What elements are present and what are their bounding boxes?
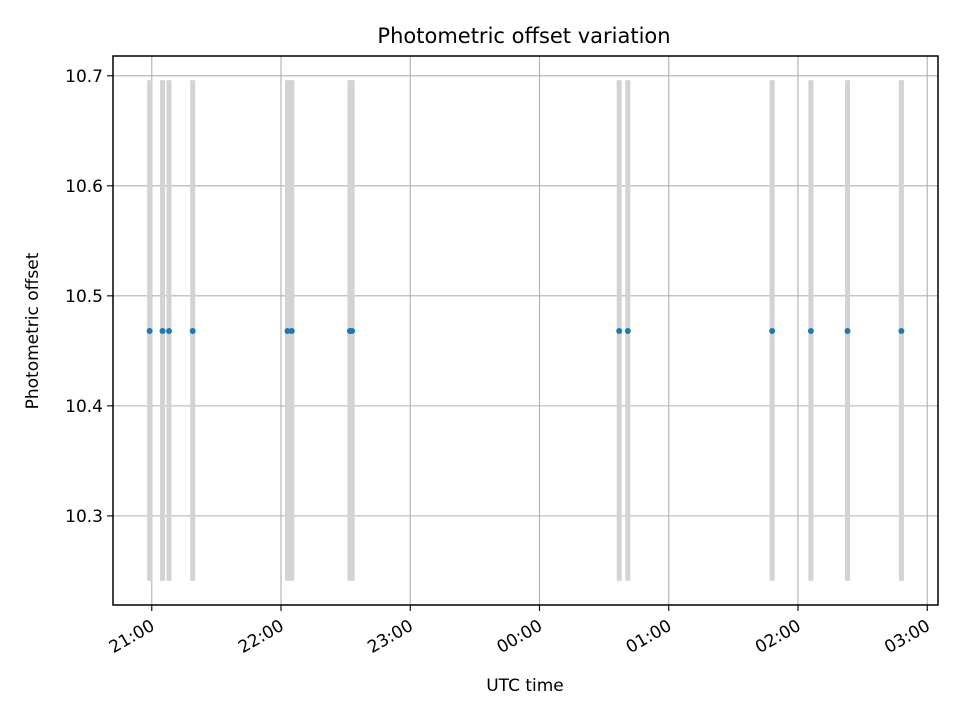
x-tick-label: 00:00 xyxy=(494,616,546,658)
data-point xyxy=(769,328,776,335)
data-point xyxy=(844,328,851,335)
y-axis-label: Photometric offset xyxy=(23,252,43,409)
x-tick-label: 23:00 xyxy=(364,616,416,658)
data-point xyxy=(166,328,173,335)
y-tick-label: 10.4 xyxy=(65,397,103,417)
y-tick-label: 10.5 xyxy=(65,287,103,307)
data-point xyxy=(189,328,196,335)
x-tick-label: 03:00 xyxy=(881,616,933,658)
y-axis: 10.3 10.4 10.5 10.6 10.7 xyxy=(65,67,113,527)
bands xyxy=(147,80,904,581)
plot-frame xyxy=(112,55,939,606)
x-tick-label: 22:00 xyxy=(235,616,287,658)
data-points xyxy=(146,328,905,335)
data-point xyxy=(159,328,166,335)
data-point xyxy=(807,328,814,335)
data-point xyxy=(624,328,631,335)
x-axis-label: UTC time xyxy=(486,676,564,696)
data-point xyxy=(288,328,295,335)
chart-title: Photometric offset variation xyxy=(377,24,670,48)
data-point xyxy=(349,328,356,335)
data-point xyxy=(146,328,153,335)
data-point xyxy=(284,328,291,335)
x-tick-label: 01:00 xyxy=(623,616,675,658)
data-point xyxy=(616,328,623,335)
grid xyxy=(113,56,938,605)
x-tick-label: 21:00 xyxy=(106,616,158,658)
y-tick-label: 10.7 xyxy=(65,67,103,87)
x-axis: 21:00 22:00 23:00 00:00 01:00 02:00 03:00 xyxy=(106,605,934,658)
y-tick-label: 10.3 xyxy=(65,507,103,527)
data-point xyxy=(898,328,905,335)
x-tick-label: 02:00 xyxy=(752,616,804,658)
y-tick-label: 10.6 xyxy=(65,177,103,197)
